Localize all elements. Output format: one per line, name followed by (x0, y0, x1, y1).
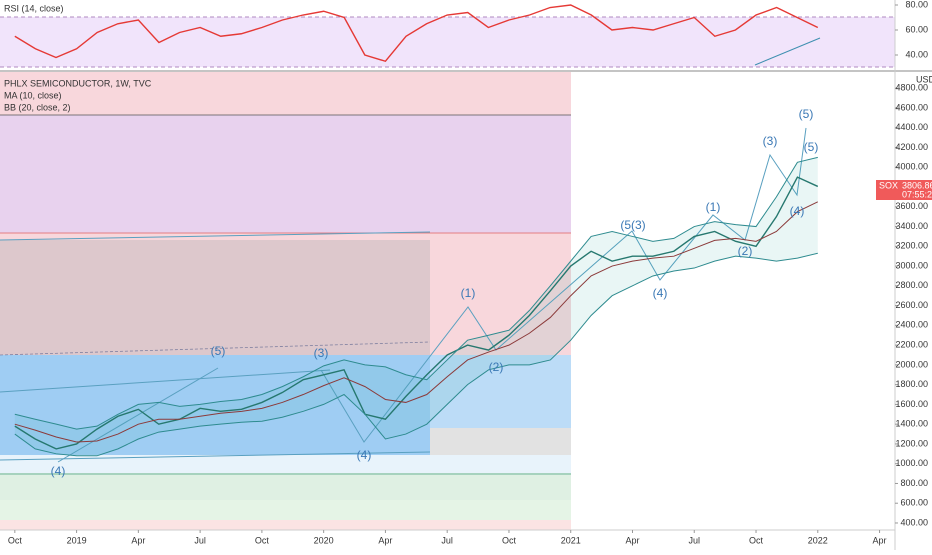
wave-label: (5) (211, 344, 226, 358)
series-line (14, 156, 818, 430)
series-line (14, 4, 819, 63)
x-tick-label: Apr (131, 535, 145, 545)
y-tick-label: 1200.00 (895, 438, 928, 448)
y-tick-label: 40.00 (905, 49, 928, 59)
countdown: 07:55:23 (902, 189, 932, 199)
wave-label: (2) (738, 244, 753, 258)
series-line (14, 252, 818, 457)
wave-label: (2) (489, 360, 504, 374)
y-tick-label: 3600.00 (895, 201, 928, 211)
y-tick-label: 4800.00 (895, 83, 928, 93)
y-tick-label: 3000.00 (895, 260, 928, 270)
x-tick-label: Jul (194, 535, 206, 545)
currency: USD (916, 74, 932, 84)
x-tick-label: 2021 (561, 535, 581, 545)
x-tick-label: Jul (441, 535, 453, 545)
y-tick-label: 2000.00 (895, 359, 928, 369)
wave-label: (4) (51, 464, 66, 478)
y-tick-label: 4200.00 (895, 142, 928, 152)
y-tick-label: 800.00 (900, 478, 928, 488)
y-tick-label: 4400.00 (895, 122, 928, 132)
y-tick-label: 80.00 (905, 0, 928, 9)
wave-label: (1) (706, 200, 721, 214)
wave-label: (4) (790, 204, 805, 218)
wave-label: (5(3) (620, 218, 645, 232)
indicator: MA (10, close) (4, 90, 62, 100)
y-tick-label: 400.00 (900, 517, 928, 527)
y-tick-label: 60.00 (905, 24, 928, 34)
y-tick-label: 4000.00 (895, 162, 928, 172)
x-tick-label: Jul (689, 535, 701, 545)
wave-label: (4) (357, 448, 372, 462)
x-tick-label: Oct (502, 535, 517, 545)
symbol: SOX (879, 180, 898, 190)
wave-label: (1) (461, 286, 476, 300)
x-tick-label: Oct (8, 535, 23, 545)
y-tick-label: 1000.00 (895, 458, 928, 468)
y-tick-label: 600.00 (900, 498, 928, 508)
series-line (14, 176, 819, 450)
y-tick-label: 2200.00 (895, 339, 928, 349)
wave-label: (5) (804, 140, 819, 154)
y-tick-label: 1600.00 (895, 399, 928, 409)
x-tick-label: 2019 (67, 535, 87, 545)
x-tick-label: Apr (625, 535, 639, 545)
y-tick-label: 2800.00 (895, 280, 928, 290)
y-tick-label: 4600.00 (895, 102, 928, 112)
wave-label: (3) (314, 346, 329, 360)
y-tick-label: 3200.00 (895, 241, 928, 251)
wave-label: (4) (653, 286, 668, 300)
x-tick-label: Apr (873, 535, 887, 545)
rsi-title: RSI (14, close) (4, 3, 64, 13)
x-tick-label: Apr (378, 535, 392, 545)
series-line (14, 201, 819, 443)
chart-title: PHLX SEMICONDUCTOR, 1W, TVC (4, 78, 152, 88)
wave-label: (5) (799, 107, 814, 121)
x-tick-label: 2020 (314, 535, 334, 545)
x-tick-label: 2022 (808, 535, 828, 545)
last-price: 3806.86 (902, 180, 932, 190)
y-tick-label: 2400.00 (895, 320, 928, 330)
x-tick-label: Oct (255, 535, 270, 545)
indicator: BB (20, close, 2) (4, 102, 71, 112)
y-tick-label: 3400.00 (895, 221, 928, 231)
y-tick-label: 1400.00 (895, 419, 928, 429)
price-badge (876, 180, 932, 200)
y-tick-label: 1800.00 (895, 379, 928, 389)
x-tick-label: Oct (749, 535, 764, 545)
wave-label: (3) (763, 134, 778, 148)
band-fill (14, 157, 818, 456)
y-tick-label: 2600.00 (895, 300, 928, 310)
